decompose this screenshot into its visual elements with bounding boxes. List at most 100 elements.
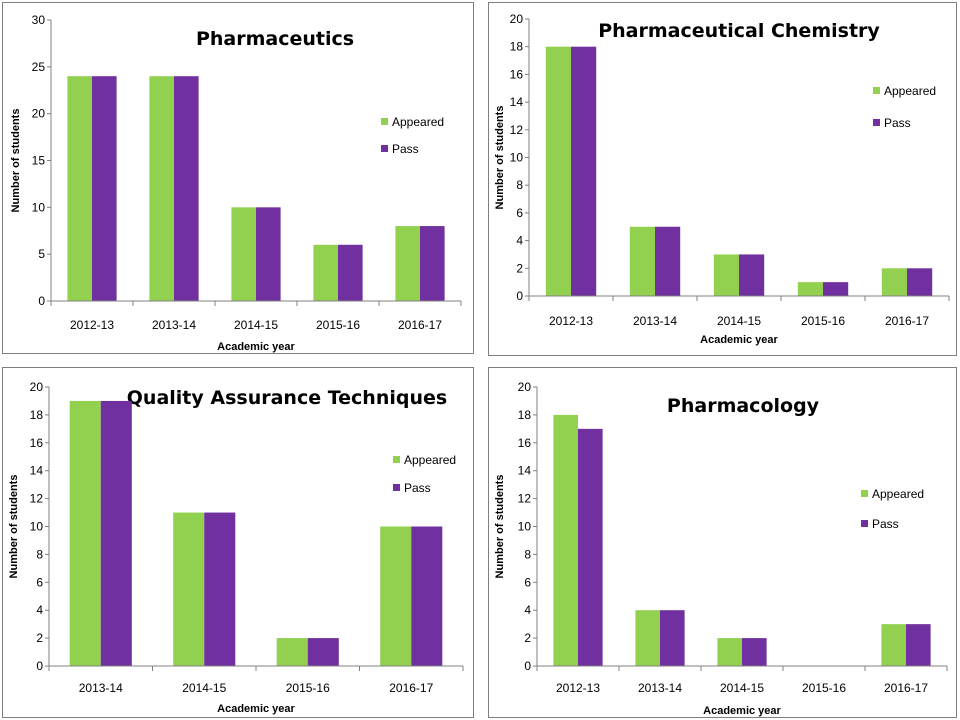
bar-pass-2016-17 bbox=[907, 268, 933, 296]
bar-pass-2014-15 bbox=[739, 254, 765, 296]
legend-swatch-pass bbox=[381, 145, 388, 152]
bar-appeared-2013-14 bbox=[629, 226, 655, 296]
bar-pass-2015-16 bbox=[338, 244, 363, 301]
y-tick-label: 16 bbox=[518, 436, 532, 450]
y-tick-label: 12 bbox=[518, 492, 532, 506]
y-axis-title: Number of students bbox=[494, 106, 506, 210]
chart-svg-pharmaceutical-chemistry: Pharmaceutical Chemistry 0 2 4 6 8 10 12 14 16 18 2… bbox=[494, 12, 950, 346]
legend-swatch-appeared bbox=[381, 118, 388, 125]
bar-pass-2014-15 bbox=[256, 207, 281, 301]
y-tick-label: 20 bbox=[510, 12, 524, 26]
y-tick-label: 6 bbox=[36, 575, 43, 589]
x-tick-label: 2015-16 bbox=[802, 681, 846, 695]
legend-swatch-pass bbox=[873, 119, 880, 126]
y-tick-label: 8 bbox=[516, 178, 523, 192]
x-tick-label: 2016-17 bbox=[884, 681, 928, 695]
bar-appeared-2013-14 bbox=[149, 76, 174, 301]
legend-label-pass: Pass bbox=[872, 517, 899, 531]
y-tick-label: 10 bbox=[518, 520, 532, 534]
y-tick-label: 14 bbox=[510, 95, 524, 109]
y-tick-label: 0 bbox=[36, 659, 43, 673]
bar-appeared-2013-14 bbox=[69, 400, 101, 666]
y-tick-label: 10 bbox=[510, 151, 524, 165]
x-tick-label: 2015-16 bbox=[801, 314, 845, 328]
y-tick-label: 15 bbox=[32, 154, 46, 168]
y-tick-label: 18 bbox=[518, 408, 532, 422]
bar-appeared-2014-15 bbox=[713, 254, 739, 296]
chart-panel-pharmacology: Pharmacology 0 2 4 6 8 10 12 14 16 18 20 2012-13 2013… bbox=[488, 367, 957, 718]
bar-pass-2012-13 bbox=[571, 46, 597, 297]
y-tick-label: 14 bbox=[518, 464, 532, 478]
chart-title: Pharmaceutics bbox=[196, 28, 354, 50]
y-tick-label: 0 bbox=[38, 294, 45, 308]
y-tick-label: 12 bbox=[510, 123, 524, 137]
bar-appeared-2016-17 bbox=[881, 624, 906, 666]
bar-appeared-2012-13 bbox=[553, 414, 578, 666]
y-tick-label: 18 bbox=[510, 40, 524, 54]
y-tick-label: 4 bbox=[36, 603, 43, 617]
y-tick-label: 8 bbox=[36, 547, 43, 561]
x-axis-title: Academic year bbox=[217, 341, 295, 353]
chart-svg-pharmacology: Pharmacology 0 2 4 6 8 10 12 14 16 18 20 2012-13 2013… bbox=[494, 380, 948, 717]
chart-title: Pharmaceutical Chemistry bbox=[598, 20, 880, 42]
bar-appeared-2016-17 bbox=[380, 526, 412, 666]
y-tick-label: 25 bbox=[32, 60, 46, 74]
x-tick-label: 2015-16 bbox=[316, 318, 360, 332]
y-axis-title: Number of students bbox=[8, 475, 20, 579]
legend-swatch-pass bbox=[393, 484, 400, 491]
legend-label-appeared: Appeared bbox=[392, 115, 444, 129]
bar-appeared-2014-15 bbox=[717, 638, 742, 666]
bar-pass-2012-13 bbox=[578, 428, 603, 666]
bar-appeared-2016-17 bbox=[395, 226, 420, 301]
legend-swatch-appeared bbox=[873, 87, 880, 94]
legend-swatch-appeared bbox=[393, 456, 400, 463]
y-tick-label: 6 bbox=[524, 575, 531, 589]
bar-appeared-2015-16 bbox=[276, 638, 308, 666]
x-tick-label: 2012-13 bbox=[556, 681, 600, 695]
y-tick-label: 30 bbox=[32, 13, 46, 27]
y-tick-label: 16 bbox=[510, 67, 524, 81]
chart-panel-pharmaceutics: Pharmaceutics 0 5 10 15 20 25 30 2012-13 2013-14 2… bbox=[2, 2, 474, 354]
x-axis-title: Academic year bbox=[217, 703, 295, 715]
bar-pass-2016-17 bbox=[411, 526, 443, 666]
y-tick-label: 14 bbox=[30, 464, 44, 478]
x-tick-label: 2016-17 bbox=[885, 314, 929, 328]
bar-appeared-2013-14 bbox=[635, 610, 660, 666]
y-tick-label: 18 bbox=[30, 408, 44, 422]
bar-pass-2013-14 bbox=[100, 400, 132, 666]
chart-title: Pharmacology bbox=[667, 395, 820, 417]
y-tick-label: 4 bbox=[516, 234, 523, 248]
y-tick-label: 0 bbox=[524, 659, 531, 673]
y-tick-label: 10 bbox=[32, 200, 46, 214]
bar-appeared-2016-17 bbox=[881, 268, 907, 296]
y-tick-label: 20 bbox=[518, 380, 532, 394]
x-tick-label: 2013-14 bbox=[79, 681, 123, 695]
legend-label-appeared: Appeared bbox=[884, 84, 936, 98]
legend-label-pass: Pass bbox=[884, 116, 911, 130]
y-tick-label: 6 bbox=[516, 206, 523, 220]
y-tick-label: 10 bbox=[30, 520, 44, 534]
y-tick-label: 8 bbox=[524, 547, 531, 561]
chart-title: Quality Assurance Techniques bbox=[127, 387, 447, 409]
bar-pass-2015-16 bbox=[307, 638, 339, 666]
chart-svg-quality-assurance-techniques: Quality Assurance Techniques 0 2 4 6 8 10 12 14 1… bbox=[8, 380, 464, 715]
legend-label-pass: Pass bbox=[404, 481, 431, 495]
legend-swatch-appeared bbox=[861, 490, 868, 497]
bar-pass-2013-14 bbox=[660, 610, 685, 666]
x-axis-title: Academic year bbox=[700, 334, 778, 346]
bar-pass-2013-14 bbox=[174, 76, 199, 301]
y-tick-label: 20 bbox=[32, 107, 46, 121]
x-tick-label: 2014-15 bbox=[720, 681, 764, 695]
x-tick-label: 2013-14 bbox=[152, 318, 196, 332]
x-axis-title: Academic year bbox=[703, 705, 781, 717]
x-tick-label: 2013-14 bbox=[638, 681, 682, 695]
x-tick-label: 2013-14 bbox=[633, 314, 677, 328]
y-tick-label: 20 bbox=[30, 380, 44, 394]
y-tick-label: 4 bbox=[524, 603, 531, 617]
bar-appeared-2015-16 bbox=[797, 282, 823, 296]
x-tick-label: 2014-15 bbox=[717, 314, 761, 328]
y-tick-label: 16 bbox=[30, 436, 44, 450]
bar-appeared-2015-16 bbox=[313, 244, 338, 301]
legend-label-pass: Pass bbox=[392, 142, 419, 156]
x-tick-label: 2015-16 bbox=[286, 681, 330, 695]
